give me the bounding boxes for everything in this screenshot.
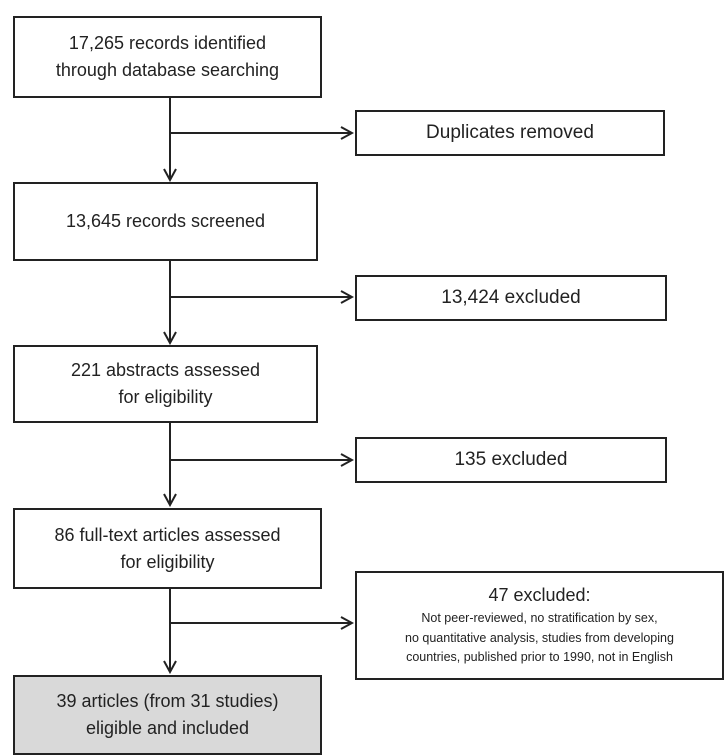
fulltext-assessed-text: 86 full-text articles assessed for eligi… <box>54 524 281 572</box>
abstract-excluded-text: 135 excluded <box>454 448 568 470</box>
screen-excluded-text: 13,424 excluded <box>441 286 581 308</box>
records-screened-text: 13,645 records screened <box>65 211 266 231</box>
screen-excluded-box: 13,424 excluded <box>355 275 667 321</box>
abstracts-assessed-text: 221 abstracts assessed for eligibility <box>70 360 261 407</box>
included-articles-box: 39 articles (from 31 studies) eligible a… <box>13 675 322 755</box>
records-screened-box: 13,645 records screened <box>13 182 318 261</box>
records-identified-text: 17,265 records identified through databa… <box>55 33 280 80</box>
fulltext-excluded-reasons: Not peer-reviewed, no stratification by … <box>405 611 674 664</box>
abstract-excluded-box: 135 excluded <box>355 437 667 483</box>
duplicates-removed-text: Duplicates removed <box>426 121 594 143</box>
included-articles-text: 39 articles (from 31 studies) eligible a… <box>56 691 279 738</box>
duplicates-removed-box: Duplicates removed <box>355 110 665 156</box>
abstracts-assessed-box: 221 abstracts assessed for eligibility <box>13 345 318 423</box>
fulltext-assessed-box: 86 full-text articles assessed for eligi… <box>13 508 322 589</box>
records-identified-box: 17,265 records identified through databa… <box>13 16 322 98</box>
fulltext-excluded-box: 47 excluded: Not peer-reviewed, no strat… <box>355 571 724 680</box>
fulltext-excluded-title: 47 excluded: <box>488 584 591 605</box>
